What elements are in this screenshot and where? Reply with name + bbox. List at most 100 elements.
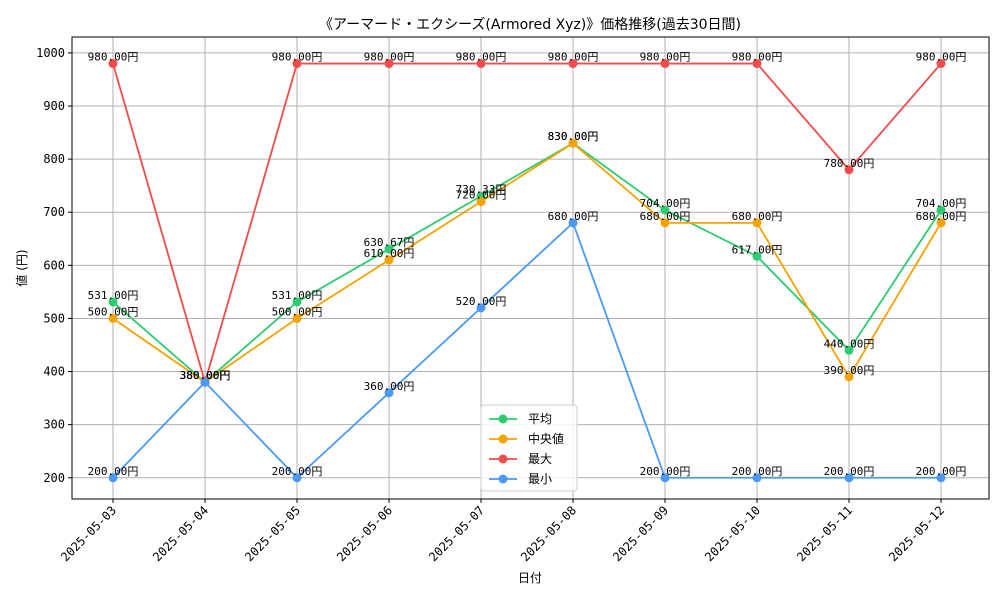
data-point [844,345,854,355]
data-label: 980.00円 [456,51,507,64]
data-point [384,255,394,265]
data-label: 500.00円 [88,305,139,318]
data-label: 617.00円 [732,243,783,256]
legend-box [480,404,578,492]
data-point [292,59,302,69]
data-label: 200.00円 [272,465,323,478]
data-point [476,197,486,207]
legend-label: 平均 [528,412,552,426]
data-point [660,473,670,483]
data-label: 200.00円 [88,465,139,478]
series-line [112,62,942,386]
data-label: 780.00円 [824,157,875,170]
plot-area-frame [71,36,990,500]
data-point [752,59,762,69]
data-point [384,244,394,254]
data-label: 380.00円 [180,369,231,382]
chart-title: 《アーマード・エクシーズ(Armored Xyz)》価格推移(過去30日間) [319,17,741,33]
data-label: 980.00円 [640,51,691,64]
data-point [660,218,670,228]
data-point [476,303,486,313]
data-point [108,313,118,323]
data-point [844,372,854,382]
data-label: 531.00円 [88,289,139,302]
data-point [568,59,578,69]
data-point [200,377,210,387]
data-label: 200.00円 [640,465,691,478]
data-point [844,473,854,483]
data-label: 610.00円 [364,247,415,260]
data-label: 200.00円 [732,465,783,478]
data-label: 680.00円 [732,210,783,223]
data-point [568,138,578,148]
data-point [384,388,394,398]
y-tick-label: 200 [43,471,65,485]
legend-marker [498,414,508,424]
data-point [108,297,118,307]
data-point [752,473,762,483]
legend-label: 中央値 [528,431,564,446]
data-label: 380.00円 [180,369,231,382]
y-tick-label: 400 [43,365,65,379]
data-point [936,59,946,69]
y-tick-label: 500 [43,311,65,325]
x-axis-label: 日付 [518,571,542,585]
grid-lines [72,37,989,499]
series-lines [108,59,946,483]
data-label: 680.00円 [640,210,691,223]
data-point [660,59,670,69]
data-label: 980.00円 [916,51,967,64]
data-label: 830.00円 [548,130,599,143]
y-tick-label: 700 [43,205,65,219]
data-point [568,218,578,228]
data-point [384,59,394,69]
data-point [108,473,118,483]
data-point [292,297,302,307]
data-point [936,473,946,483]
data-point [292,313,302,323]
data-label: 720.00円 [456,189,507,202]
data-point [936,205,946,215]
y-tick-label: 900 [43,99,65,113]
legend-marker [498,434,508,444]
data-point [292,473,302,483]
data-label: 630.67円 [364,236,415,249]
y-tick-label: 1000 [36,46,65,60]
data-label: 520.00円 [456,295,507,308]
data-label: 200.00円 [916,465,967,478]
series-line [112,221,941,480]
data-labels: 531.00円 380.00円 531.00円 630.67円 730.33円 830.0… [88,51,967,478]
data-label: 980.00円 [272,51,323,64]
data-point [752,251,762,261]
series-line [112,142,942,384]
data-label: 200.00円 [824,465,875,478]
data-label: 390.00円 [824,364,875,377]
y-axis-label: 値 (円) [14,249,29,286]
data-label: 830.00円 [548,130,599,143]
data-label: 680.00円 [916,210,967,223]
data-label: 380.00円 [180,369,231,382]
legend-marker [498,474,508,484]
legend-label: 最大 [528,452,552,466]
data-label: 531.00円 [272,289,323,302]
legend-marker [498,454,508,464]
data-point [936,218,946,228]
legend-label: 最小 [528,472,552,486]
data-label: 500.00円 [272,305,323,318]
series-line [112,142,942,384]
data-label: 440.00円 [824,337,875,350]
data-point [752,218,762,228]
data-label: 680.00円 [548,210,599,223]
data-label: 730.33円 [456,183,507,196]
data-point [108,59,118,69]
data-point [844,165,854,175]
data-point [476,59,486,69]
y-tick-label: 300 [43,418,65,432]
y-tick-label: 800 [43,152,65,166]
data-label: 380.00円 [180,369,231,382]
data-point [660,205,670,215]
